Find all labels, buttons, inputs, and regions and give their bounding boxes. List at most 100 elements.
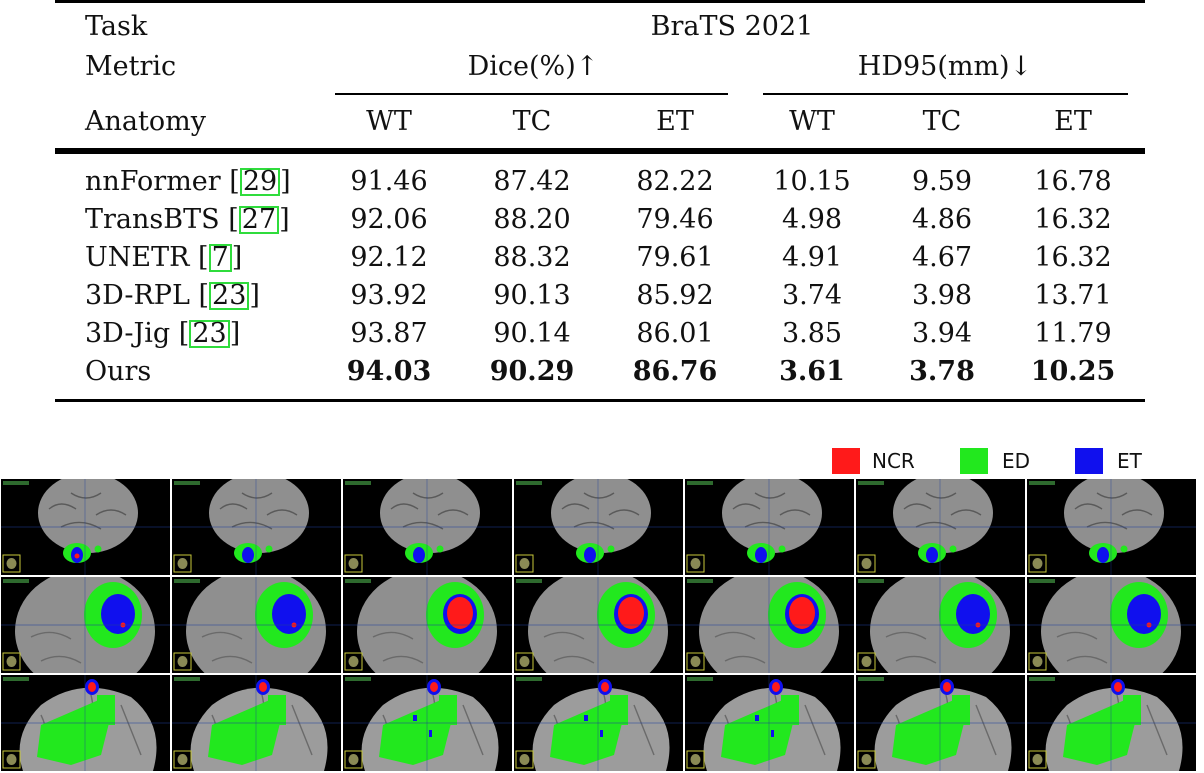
table-cell: 4.67 (911, 242, 973, 273)
sulci (1074, 492, 1153, 530)
citation-link[interactable]: 23 (209, 282, 250, 310)
thumbnail-frame (173, 652, 192, 671)
table-cell: 3.78 (909, 356, 975, 387)
edema-region (892, 699, 966, 765)
viewer-annotation (516, 579, 542, 583)
mri-tile-axial-top (1, 479, 170, 575)
sulci (372, 631, 424, 664)
mri-slice-image (172, 479, 341, 575)
mri-slice-image (343, 479, 512, 575)
necrotic-core-region (1114, 682, 1122, 692)
enhancing-tumor-region (956, 594, 990, 634)
necrotic-core-region (74, 553, 80, 559)
table-cell: 87.42 (493, 166, 571, 197)
mri-tile-axial-top (172, 479, 341, 575)
necrotic-core-region (789, 597, 815, 629)
edema-region (265, 545, 273, 553)
mri-slice-image (343, 577, 512, 673)
dataset-name: BraTS 2021 (650, 11, 814, 42)
enhancing-tumor-region (584, 547, 596, 563)
thumbnail-brain (6, 754, 17, 765)
thumbnail-frame (515, 652, 534, 671)
mri-slice-image (172, 675, 341, 771)
mri-tile-axial-top (856, 479, 1025, 575)
mri-slice-image (1027, 675, 1196, 771)
table-cell: 3.94 (911, 318, 973, 349)
citation-link[interactable]: 23 (189, 320, 230, 348)
mri-slice-image (856, 675, 1025, 771)
mri-slice-image (856, 577, 1025, 673)
thumbnail-frame (1028, 652, 1047, 671)
table-cell: 10.25 (1030, 356, 1116, 387)
viewer-annotation (516, 481, 542, 485)
enhancing-tumor-region (600, 730, 603, 737)
dice-rule (335, 93, 728, 95)
hd95-rule (763, 93, 1128, 95)
viewer-annotation (174, 481, 200, 485)
brain-slice (1064, 479, 1164, 553)
table-cell: 92.06 (350, 204, 428, 235)
table-cell: 79.46 (636, 204, 714, 235)
row-method: 3D-Jig [23] (85, 318, 241, 349)
col-header: ET (1054, 106, 1092, 137)
mri-slice-image (856, 479, 1025, 575)
table-cell: 82.22 (636, 166, 714, 197)
row-method: UNETR [7] (85, 242, 243, 273)
table-cell: 92.12 (350, 242, 428, 273)
table-cell: 79.61 (636, 242, 714, 273)
thumbnail-brain (861, 656, 872, 667)
table-cell: 91.46 (350, 166, 428, 197)
task-label: Task (85, 11, 148, 42)
enhancing-tumor-region (272, 594, 306, 634)
method-name: Ours (85, 356, 152, 387)
thumbnail-frame (1028, 554, 1047, 573)
thumbnail-frame (686, 652, 705, 671)
edema-region (268, 695, 286, 725)
brain-slice (893, 479, 993, 553)
mri-slice-image (1027, 577, 1196, 673)
mri-tile-coronal (343, 675, 512, 771)
table-cell: 3.85 (781, 318, 843, 349)
mri-tile-axial-mid (172, 577, 341, 673)
citation-link[interactable]: 27 (238, 206, 280, 234)
viewer-annotation (174, 579, 200, 583)
method-name: TransBTS (85, 204, 220, 235)
sulci (219, 492, 298, 530)
table-top-rule (55, 0, 1145, 3)
mri-tile-axial-top (1027, 479, 1196, 575)
method-name: 3D-Jig (85, 318, 171, 349)
edema-region (379, 699, 453, 765)
row-method: TransBTS [27] (85, 204, 290, 235)
mri-tile-axial-mid (1027, 577, 1196, 673)
viewer-annotation (345, 579, 371, 583)
mri-slice-image (514, 675, 683, 771)
mri-tile-axial-top (514, 479, 683, 575)
thumbnail-brain (348, 754, 359, 765)
edema-region (721, 699, 795, 765)
viewer-annotation (3, 481, 29, 485)
brain-slice (38, 479, 138, 553)
table-cell: 4.86 (911, 204, 973, 235)
mri-tile-axial-mid (685, 577, 854, 673)
table-cell: 11.79 (1034, 318, 1112, 349)
thumbnail-brain (690, 754, 701, 765)
table-cell: 90.13 (493, 280, 571, 311)
anatomy-label: Anatomy (85, 106, 206, 137)
citation-link[interactable]: 29 (239, 168, 281, 196)
thumbnail-brain (348, 656, 359, 667)
edema-region (37, 699, 111, 765)
table-cell: 93.87 (350, 318, 428, 349)
edema-region (550, 699, 624, 765)
brain-slice (551, 479, 651, 553)
table-cell: 16.32 (1034, 242, 1112, 273)
sulci (543, 631, 595, 664)
sulci (732, 492, 811, 530)
thumbnail-frame (857, 554, 876, 573)
enhancing-tumor-region (1127, 594, 1161, 634)
viewer-annotation (345, 481, 371, 485)
citation-link[interactable]: 7 (208, 244, 232, 272)
table-cell: 16.32 (1034, 204, 1112, 235)
edema-region (610, 695, 628, 725)
viewer-annotation (858, 579, 884, 583)
sulci (30, 631, 82, 664)
